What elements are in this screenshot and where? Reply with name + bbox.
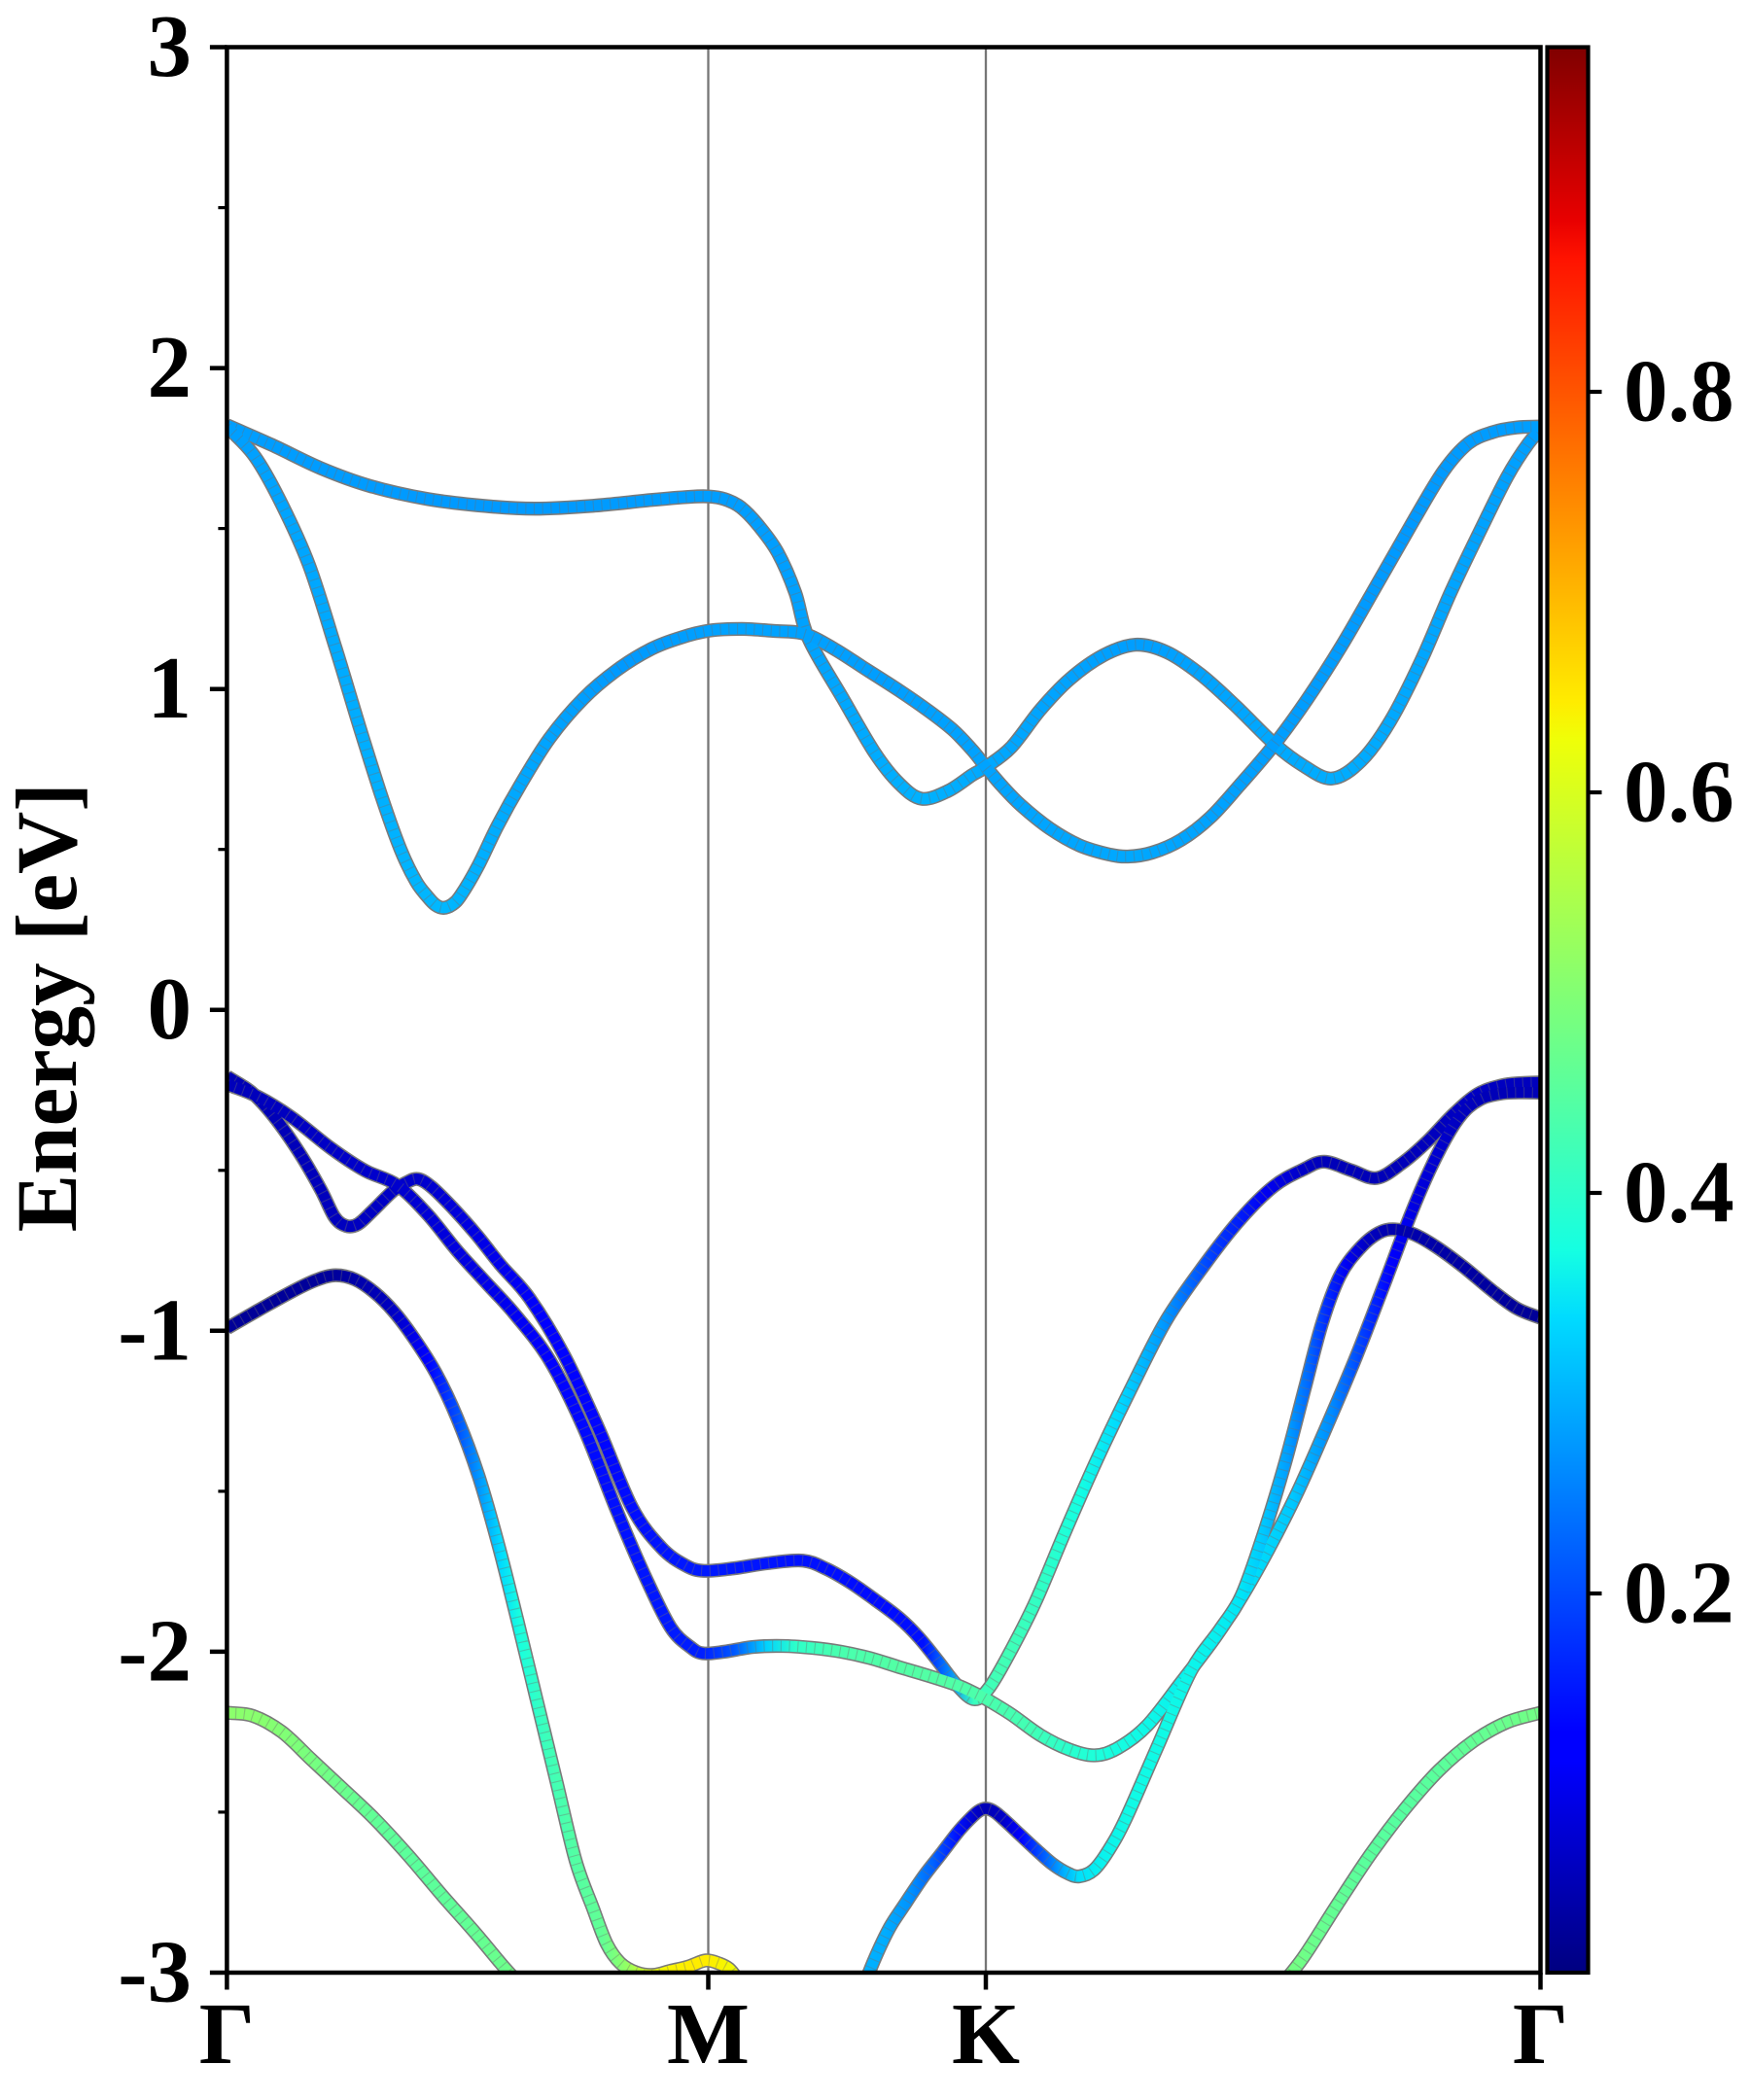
svg-text:Γ: Γ [1513, 1986, 1568, 2082]
svg-text:0.2: 0.2 [1624, 1544, 1734, 1642]
svg-text:Energy [eV]: Energy [eV] [0, 783, 95, 1232]
svg-text:0.6: 0.6 [1624, 743, 1734, 841]
svg-text:-1: -1 [118, 1280, 192, 1379]
svg-text:0.4: 0.4 [1624, 1143, 1734, 1242]
svg-text:2: 2 [148, 318, 192, 416]
svg-text:M: M [667, 1986, 750, 2082]
svg-text:1: 1 [148, 639, 192, 737]
svg-text:Γ: Γ [199, 1986, 255, 2082]
svg-text:0: 0 [148, 960, 192, 1058]
svg-text:-2: -2 [118, 1601, 192, 1699]
svg-text:-3: -3 [118, 1923, 192, 2021]
svg-text:3: 3 [148, 0, 192, 95]
svg-text:K: K [952, 1986, 1020, 2082]
svg-text:0.8: 0.8 [1624, 342, 1734, 440]
